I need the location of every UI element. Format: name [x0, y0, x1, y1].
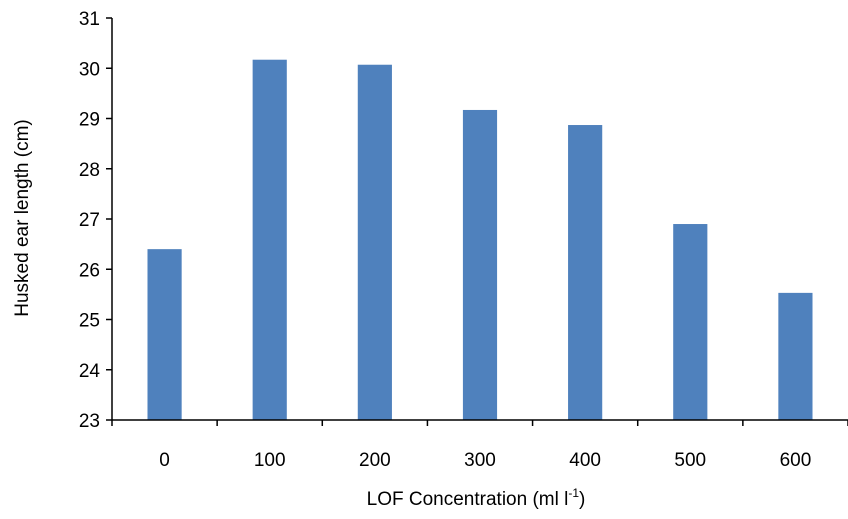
y-axis: 23 24 25 26 27 28 29 30 31	[79, 9, 113, 432]
x-axis-title: LOF Concentration (ml l-1)	[367, 486, 586, 510]
bar-600	[778, 292, 813, 420]
y-tick-label: 23	[79, 411, 100, 432]
y-axis-title: Husked ear length (cm)	[12, 119, 33, 316]
x-tick-label: 400	[569, 450, 601, 471]
x-tick-label: 500	[674, 450, 706, 471]
bar-400	[568, 125, 603, 420]
x-tick-label: 600	[780, 450, 812, 471]
x-tick-label: 200	[359, 450, 391, 471]
x-axis: 0 100 200 300 400 500 600	[111, 419, 848, 471]
y-tick-label: 30	[79, 59, 100, 80]
x-tick-label: 0	[159, 450, 170, 471]
y-tick-label: 28	[79, 160, 100, 181]
y-tick-label: 25	[79, 311, 100, 332]
y-tick-label: 27	[79, 210, 100, 231]
y-tick-label: 31	[79, 9, 100, 30]
x-axis-title-suffix: )	[579, 489, 585, 510]
x-axis-title-superscript: -1	[568, 486, 579, 500]
bars-group	[147, 59, 813, 421]
x-axis-title-main: LOF Concentration (ml l	[367, 489, 569, 510]
x-tick-label: 300	[464, 450, 496, 471]
y-tick-label: 26	[79, 260, 100, 281]
bar-100	[252, 59, 287, 421]
bar-500	[673, 224, 708, 420]
bar-0	[147, 249, 182, 420]
y-tick-label: 24	[79, 361, 101, 382]
x-tick-label: 100	[254, 450, 286, 471]
bar-300	[462, 109, 498, 421]
y-tick-label: 29	[79, 110, 100, 131]
bar-200	[357, 64, 392, 420]
